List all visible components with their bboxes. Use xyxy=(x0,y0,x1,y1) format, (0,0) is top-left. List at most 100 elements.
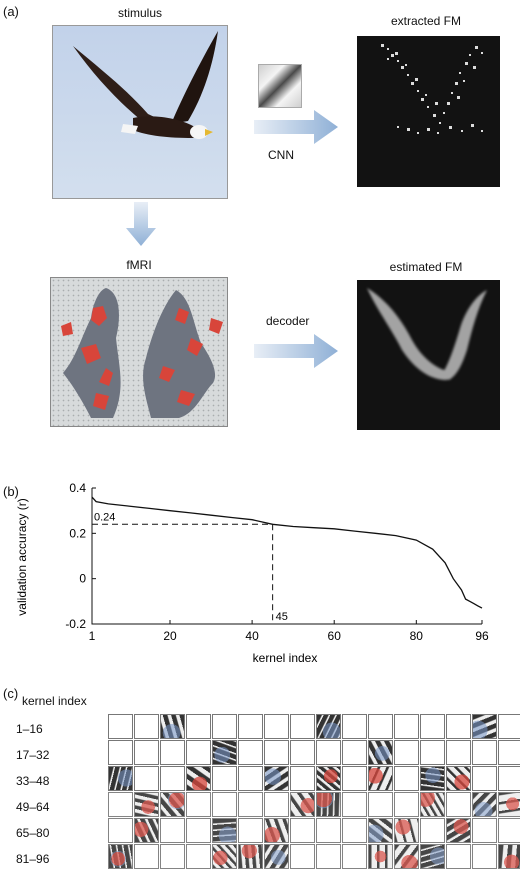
kernel-thumbnail xyxy=(368,714,393,739)
kernel-thumbnail xyxy=(134,740,159,765)
kernel-thumbnail xyxy=(264,714,289,739)
kernel-thumbnail xyxy=(238,844,263,869)
cnn-arrow-icon xyxy=(254,110,338,144)
cnn-label: CNN xyxy=(268,148,294,162)
kernel-thumbnail xyxy=(134,766,159,791)
fmri-image xyxy=(50,277,228,427)
kernel-thumbnail xyxy=(290,740,315,765)
extracted-fm-pattern xyxy=(381,44,483,134)
extracted-feature-map xyxy=(357,36,500,187)
kernel-thumbnail xyxy=(238,792,263,817)
down-arrow-icon xyxy=(126,202,156,246)
kernel-thumbnail xyxy=(498,740,520,765)
kernel-thumbnail xyxy=(394,740,419,765)
kernel-thumbnail xyxy=(134,844,159,869)
panel-b-label: (b) xyxy=(3,484,19,499)
kernel-thumbnail xyxy=(316,792,341,817)
kernel-thumbnail xyxy=(238,714,263,739)
kernel-thumbnail xyxy=(160,792,185,817)
kernel-thumbnail xyxy=(160,818,185,843)
y-tick-label: 0 xyxy=(79,572,86,586)
kernel-thumbnail xyxy=(316,714,341,739)
panel-c-label: (c) xyxy=(3,686,19,701)
kernel-index-header: kernel index xyxy=(22,694,87,708)
kernel-thumbnail xyxy=(420,714,445,739)
estimated-fm-caption: estimated FM xyxy=(389,260,463,274)
kernel-thumbnail xyxy=(316,844,341,869)
kernel-row-label: 65–80 xyxy=(16,826,50,840)
kernel-row-label: 1–16 xyxy=(16,722,43,736)
kernel-thumbnail xyxy=(394,766,419,791)
x-tick-label: 60 xyxy=(328,629,342,643)
kernel-thumbnail xyxy=(186,714,211,739)
kernel-thumbnail xyxy=(264,740,289,765)
kernel-thumbnail xyxy=(212,740,237,765)
x-tick-label: 80 xyxy=(410,629,424,643)
kernel-thumbnail xyxy=(186,844,211,869)
kernel-row-label: 33–48 xyxy=(16,774,50,788)
decoder-arrow-icon xyxy=(254,334,338,368)
kernel-thumbnail xyxy=(316,740,341,765)
panel-a-label: (a) xyxy=(3,4,19,19)
kernel-thumbnail xyxy=(394,714,419,739)
y-tick-label: 0.2 xyxy=(69,526,86,540)
kernel-thumbnail xyxy=(186,740,211,765)
kernel-thumbnail xyxy=(160,740,185,765)
y-tick-label: 0.4 xyxy=(69,481,86,495)
kernel-thumbnail xyxy=(212,714,237,739)
x-tick-label: 20 xyxy=(163,629,177,643)
kernel-thumbnail xyxy=(368,844,393,869)
kernel-thumbnail xyxy=(394,818,419,843)
extracted-fm-caption: extracted FM xyxy=(390,14,462,28)
y-axis-label: validation accuracy (r) xyxy=(15,498,29,615)
kernel-thumbnail xyxy=(342,766,367,791)
kernel-thumbnail xyxy=(316,766,341,791)
kernel-thumbnail xyxy=(264,818,289,843)
accuracy-series-line xyxy=(91,496,483,609)
kernel-thumbnail xyxy=(264,792,289,817)
accuracy-chart: validation accuracy (r) kernel index 1 20… xyxy=(15,481,489,665)
kernel-row-label: 49–64 xyxy=(16,800,50,814)
kernel-thumbnail xyxy=(342,792,367,817)
kernel-thumbnail xyxy=(342,818,367,843)
kernel-thumbnail xyxy=(472,844,497,869)
stimulus-caption: stimulus xyxy=(117,6,162,20)
kernel-thumbnail xyxy=(212,766,237,791)
kernel-thumbnail xyxy=(186,792,211,817)
kernel-thumbnail xyxy=(446,766,471,791)
kernel-thumbnail xyxy=(342,844,367,869)
kernel-thumbnail xyxy=(108,740,133,765)
kernel-thumbnail xyxy=(134,714,159,739)
fmri-caption: fMRI xyxy=(126,258,152,272)
kernel-thumbnail xyxy=(212,818,237,843)
kernel-thumbnail xyxy=(446,740,471,765)
kernel-thumbnail xyxy=(420,844,445,869)
kernel-thumbnail xyxy=(498,766,520,791)
kernel-thumbnail xyxy=(394,844,419,869)
kernel-thumbnail xyxy=(472,766,497,791)
kernel-thumbnail xyxy=(472,714,497,739)
kernel-thumbnail xyxy=(498,714,520,739)
kernel-thumbnail xyxy=(290,844,315,869)
kernel-thumbnail xyxy=(134,818,159,843)
kernel-thumbnail xyxy=(368,740,393,765)
kernel-row-label: 81–96 xyxy=(16,852,50,866)
x-tick-label: 40 xyxy=(245,629,259,643)
x-tick-label: 1 xyxy=(89,629,96,643)
kernel-thumbnail xyxy=(108,714,133,739)
kernel-thumbnail xyxy=(108,766,133,791)
x-axis-label: kernel index xyxy=(253,651,318,665)
x-tick-label: 96 xyxy=(475,629,489,643)
kernel-thumbnail xyxy=(472,818,497,843)
kernel-thumbnail xyxy=(498,792,520,817)
y-tick-label: -0.2 xyxy=(65,617,86,631)
kernel-thumbnail xyxy=(212,844,237,869)
kernel-thumbnail xyxy=(290,714,315,739)
kernel-thumbnail xyxy=(238,766,263,791)
kernel-thumbnail xyxy=(186,818,211,843)
kernel-thumbnail xyxy=(420,766,445,791)
kernel-thumbnail xyxy=(160,844,185,869)
kernel-thumbnail xyxy=(498,818,520,843)
annotation-x-value: 45 xyxy=(276,611,288,623)
kernel-thumbnail xyxy=(316,818,341,843)
